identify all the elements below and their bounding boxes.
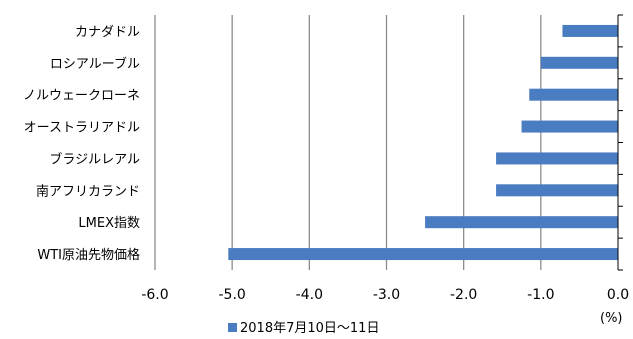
category-label: カナダドル <box>75 25 140 40</box>
legend: 2018年7月10日〜11日 <box>228 321 379 336</box>
tick-label: -3.0 <box>373 287 400 303</box>
bar <box>562 24 618 37</box>
legend-label: 2018年7月10日〜11日 <box>240 321 379 336</box>
category-label: ノルウェークローネ <box>23 89 140 104</box>
tick-label: -1.0 <box>527 287 554 303</box>
tick-label: -4.0 <box>296 287 323 303</box>
category-label: ブラジルレアル <box>49 151 140 167</box>
legend-swatch <box>228 323 237 332</box>
tick-label: -5.0 <box>219 287 246 303</box>
tick-labels: -6.0 -5.0 -4.0 -3.0 -2.0 -1.0 0.0 <box>141 287 629 303</box>
category-labels: カナダドルロシアルーブルノルウェークローネオーストラリアドルブラジルレアル南アフ… <box>23 25 140 263</box>
bar <box>425 216 618 229</box>
bar <box>529 88 618 101</box>
category-label: オーストラリアドル <box>24 121 140 136</box>
tick-label: 0.0 <box>607 287 629 303</box>
grid-lines <box>154 15 542 270</box>
tick-label: -2.0 <box>450 287 477 303</box>
bar <box>228 248 618 261</box>
unit-label: (%) <box>600 311 623 326</box>
category-label: WTI原油先物価格 <box>37 247 140 263</box>
category-label: 南アフリカランド <box>36 183 140 199</box>
value-axis <box>617 14 623 271</box>
category-label: LMEX指数 <box>78 216 140 231</box>
category-label: ロシアルーブル <box>50 56 140 72</box>
tick-label: -6.0 <box>141 287 168 303</box>
bar <box>496 152 618 165</box>
bars <box>228 24 618 261</box>
bar <box>496 184 618 197</box>
bar <box>540 56 618 69</box>
bar <box>521 120 618 133</box>
